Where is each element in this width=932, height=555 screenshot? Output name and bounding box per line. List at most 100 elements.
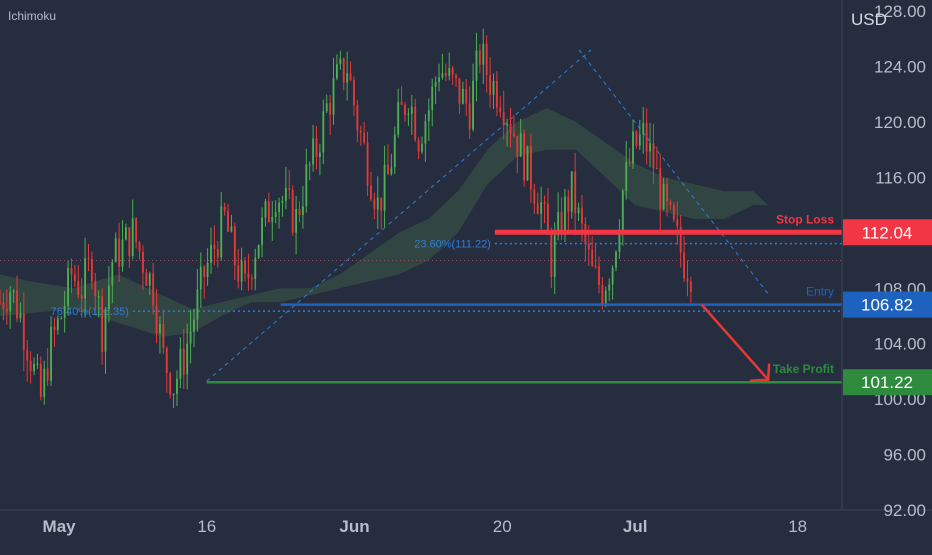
candle[interactable] [318, 143, 321, 176]
candle[interactable] [611, 265, 614, 300]
candle[interactable] [80, 278, 83, 318]
time-axis[interactable]: May 16 Jun 20 Jul 18 [43, 517, 808, 536]
candle[interactable] [152, 262, 155, 315]
candle[interactable] [206, 248, 209, 286]
candle[interactable] [570, 171, 573, 219]
candle[interactable] [645, 108, 648, 165]
candle[interactable] [176, 370, 178, 406]
candle[interactable] [662, 177, 665, 211]
candle[interactable] [254, 248, 257, 291]
candle[interactable] [332, 57, 335, 125]
candle[interactable] [380, 197, 383, 230]
candle[interactable] [547, 188, 549, 236]
candle[interactable] [70, 258, 73, 294]
candle[interactable] [666, 177, 668, 217]
candle[interactable] [482, 28, 485, 84]
candle[interactable] [335, 54, 338, 81]
candle[interactable] [159, 316, 161, 354]
candle[interactable] [526, 145, 529, 181]
candle[interactable] [349, 61, 352, 82]
candle[interactable] [393, 126, 396, 174]
candle[interactable] [390, 153, 393, 176]
candle[interactable] [417, 136, 420, 159]
candle[interactable] [281, 195, 284, 217]
candle[interactable] [210, 227, 212, 274]
candle[interactable] [312, 124, 315, 172]
candle[interactable] [577, 202, 580, 221]
candle[interactable] [223, 202, 226, 216]
candle[interactable] [244, 256, 246, 282]
candle[interactable] [529, 133, 532, 204]
candle[interactable] [424, 114, 427, 162]
candle[interactable] [63, 290, 66, 333]
candle[interactable] [472, 63, 474, 132]
candle[interactable] [543, 195, 546, 224]
candle[interactable] [193, 308, 195, 348]
candle[interactable] [591, 236, 594, 268]
candle[interactable] [298, 201, 301, 223]
candle[interactable] [353, 76, 355, 116]
candle[interactable] [492, 73, 495, 109]
candle[interactable] [468, 86, 471, 140]
candle[interactable] [628, 148, 631, 167]
candle[interactable] [182, 328, 185, 390]
candle[interactable] [274, 200, 277, 224]
candle[interactable] [124, 223, 127, 241]
candle[interactable] [19, 302, 22, 323]
candle[interactable] [533, 183, 536, 215]
candle[interactable] [39, 356, 42, 401]
candle[interactable] [618, 219, 621, 260]
candle[interactable] [240, 247, 243, 291]
candle[interactable] [227, 204, 229, 233]
candle[interactable] [448, 52, 451, 81]
candle[interactable] [53, 317, 56, 347]
candle[interactable] [0, 289, 1, 306]
candle[interactable] [506, 118, 509, 147]
candle[interactable] [451, 65, 454, 85]
candle[interactable] [257, 244, 260, 260]
candle[interactable] [179, 337, 182, 389]
candle[interactable] [441, 53, 444, 80]
candle[interactable] [135, 217, 138, 249]
candle[interactable] [33, 357, 35, 376]
candle[interactable] [434, 76, 437, 104]
candle[interactable] [77, 264, 80, 299]
candle[interactable] [284, 166, 287, 210]
candle[interactable] [172, 393, 175, 408]
candle[interactable] [342, 57, 345, 91]
candle[interactable] [485, 35, 488, 93]
candle[interactable] [301, 185, 304, 229]
candle[interactable] [250, 274, 253, 290]
candle[interactable] [16, 275, 18, 322]
candle[interactable] [465, 79, 468, 116]
candles-layer[interactable] [0, 28, 692, 408]
candle[interactable] [499, 96, 502, 118]
candle[interactable] [516, 135, 519, 174]
candle[interactable] [676, 201, 679, 245]
candle[interactable] [359, 125, 362, 146]
candle[interactable] [523, 129, 526, 187]
candle[interactable] [145, 268, 148, 286]
candle[interactable] [271, 200, 274, 241]
candle[interactable] [291, 185, 294, 236]
candle[interactable] [632, 119, 634, 169]
candle[interactable] [90, 251, 93, 290]
candle[interactable] [169, 371, 172, 399]
candle[interactable] [155, 288, 158, 344]
candle[interactable] [322, 99, 325, 165]
candle[interactable] [461, 81, 464, 105]
candle[interactable] [189, 310, 192, 364]
candle[interactable] [237, 249, 240, 289]
candle[interactable] [264, 198, 267, 227]
candle[interactable] [431, 78, 434, 127]
candle[interactable] [5, 289, 8, 325]
candle[interactable] [128, 226, 131, 268]
candle[interactable] [230, 214, 233, 233]
candle[interactable] [203, 264, 206, 299]
candle[interactable] [444, 63, 447, 81]
candle[interactable] [404, 101, 406, 122]
candle[interactable] [615, 250, 617, 272]
candle[interactable] [567, 189, 570, 233]
candle[interactable] [458, 78, 461, 114]
